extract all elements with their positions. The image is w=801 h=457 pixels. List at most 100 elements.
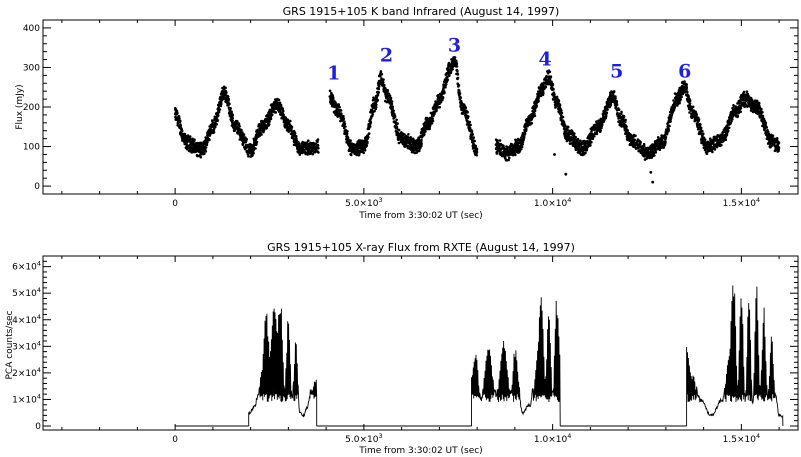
ir-data-point (475, 150, 479, 154)
ir-data-point (726, 129, 730, 132)
ir-data-point (713, 148, 717, 151)
ir-data-point (604, 114, 608, 118)
ir-data-point (229, 107, 232, 110)
ir-data-point (523, 132, 527, 135)
ir-data-point (725, 133, 729, 137)
ir-data-point (760, 107, 763, 111)
ir-data-point (389, 96, 393, 100)
ir-data-point (245, 138, 248, 141)
ir-data-point (678, 101, 681, 105)
ir-data-point (599, 129, 602, 132)
ir-data-point (430, 122, 434, 125)
ir-data-point (763, 128, 766, 132)
ir-data-point (653, 154, 656, 157)
ir-data-point (293, 132, 297, 135)
y-tick-label: 2×104 (12, 366, 41, 379)
ir-data-point (369, 120, 373, 124)
ir-data-point (240, 128, 243, 132)
ir-data-point (471, 132, 474, 136)
ir-data-point (739, 110, 742, 114)
ir-panel: GRS 1915+105 K band Infrared (August 14,… (15, 5, 799, 221)
ir-data-point (179, 119, 182, 123)
y-tick-label: 400 (23, 24, 40, 34)
ir-data-point (382, 78, 385, 81)
ir-data-point (612, 90, 616, 93)
ir-data-point (553, 93, 556, 96)
ir-data-point (367, 132, 371, 135)
ir-data-point (584, 151, 587, 155)
ir-data-point (548, 70, 552, 74)
xray-x-axis-label: Time from 3:30:02 UT (sec) (358, 446, 482, 456)
ir-data-point (228, 102, 231, 106)
ir-data-point (680, 95, 683, 99)
ir-data-point (667, 127, 670, 130)
ir-data-point (344, 125, 347, 128)
ir-data-point (290, 125, 294, 129)
ir-data-point (345, 132, 349, 135)
flare-number-label: 5 (610, 60, 623, 82)
ir-data-point (736, 114, 740, 118)
ir-outlier-point (649, 170, 653, 174)
ir-data-point (214, 125, 217, 129)
ir-data-point (761, 114, 765, 118)
ir-data-point (699, 123, 702, 126)
ir-data-point (260, 133, 263, 136)
ir-data-point (339, 109, 343, 112)
ir-data-point (451, 68, 454, 71)
ir-data-point (317, 147, 320, 150)
ir-data-point (218, 108, 222, 111)
ir-data-point (475, 153, 479, 157)
ir-data-point (664, 140, 667, 144)
ir-data-point (624, 118, 627, 122)
ir-data-point (448, 73, 451, 77)
ir-data-point (466, 110, 469, 114)
ir-data-point (441, 96, 445, 99)
ir-data-point (603, 109, 607, 113)
ir-data-point (346, 130, 349, 133)
ir-data-point (390, 102, 394, 106)
ir-data-point (533, 114, 537, 118)
ir-data-point (368, 125, 372, 128)
ir-data-point (456, 76, 460, 80)
ir-data-point (366, 140, 369, 144)
ir-data-point (217, 110, 221, 114)
ir-data-point (656, 136, 660, 139)
ir-data-point (418, 149, 421, 153)
ir-data-point (634, 134, 637, 138)
ir-chart-title: GRS 1915+105 K band Infrared (August 14,… (283, 5, 560, 18)
ir-data-point (498, 146, 501, 150)
ir-data-point (231, 114, 235, 117)
ir-data-point (199, 155, 203, 159)
ir-data-point (777, 141, 781, 145)
ir-data-point (231, 116, 234, 120)
ir-data-point (297, 151, 300, 154)
ir-data-point (777, 146, 781, 150)
ir-data-point (564, 124, 567, 127)
ir-data-point (176, 111, 179, 115)
ir-data-point (633, 138, 637, 142)
ir-data-point (409, 136, 413, 139)
ir-data-point (225, 91, 228, 94)
ir-data-point (362, 151, 366, 155)
ir-data-point (530, 121, 534, 125)
ir-data-point (407, 133, 410, 136)
ir-data-point (688, 111, 691, 114)
ir-data-point (664, 135, 668, 139)
ir-data-point (761, 111, 764, 114)
ir-data-point (758, 106, 762, 109)
ir-data-point (375, 103, 378, 106)
ir-data-point (437, 93, 440, 97)
flare-number-label: 1 (327, 62, 340, 84)
ir-data-point (275, 101, 279, 104)
ir-data-point (658, 148, 662, 151)
y-tick-label: 200 (23, 103, 40, 113)
ir-data-point (392, 109, 395, 113)
ir-plot-frame (42, 19, 799, 195)
ir-data-point (381, 81, 385, 84)
ir-data-point (431, 119, 435, 123)
ir-data-point (259, 131, 262, 134)
ir-data-point (724, 138, 728, 142)
ir-data-point (669, 120, 672, 123)
ir-data-point (625, 125, 628, 129)
ir-data-point (708, 137, 712, 140)
